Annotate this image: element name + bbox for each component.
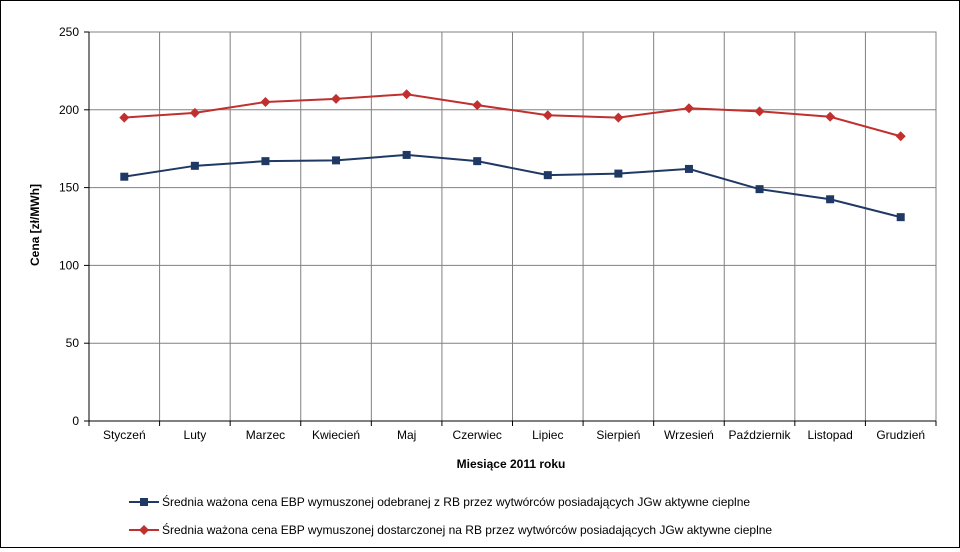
y-tick-label: 0: [72, 414, 79, 428]
data-point: [261, 157, 270, 166]
x-tick-label: Luty: [184, 428, 207, 442]
legend-diamond-marker: [139, 525, 149, 535]
data-point: [260, 97, 271, 108]
data-point: [190, 161, 199, 170]
x-tick-label: Grudzień: [876, 428, 925, 442]
x-tick-label: Czerwiec: [453, 428, 502, 442]
series-2: [119, 89, 906, 142]
x-tick-label: Styczeń: [103, 428, 146, 442]
data-point: [401, 89, 412, 100]
x-tick-label: Wrzesień: [664, 428, 714, 442]
data-point: [684, 164, 693, 173]
x-tick-label: Kwiecień: [312, 428, 360, 442]
y-tick-label: 150: [59, 181, 79, 195]
x-axis-title: Miesiące 2011 roku: [457, 457, 566, 471]
data-point: [826, 195, 835, 204]
x-tick-label: Listopad: [807, 428, 852, 442]
y-axis-title: Cena [zł/MWh]: [28, 184, 42, 266]
data-point: [543, 171, 552, 180]
data-point: [472, 100, 483, 111]
data-point: [120, 172, 129, 181]
data-point: [825, 111, 836, 122]
data-point: [895, 131, 906, 142]
y-tick-label: 100: [59, 258, 79, 272]
y-axis-ticks: 0 50 100 150 200 250: [59, 25, 89, 428]
x-tick-label: Lipiec: [532, 428, 563, 442]
legend-label: Średnia ważona cena EBP wymuszonej odebr…: [162, 494, 750, 509]
data-point: [683, 103, 694, 114]
legend: Średnia ważona cena EBP wymuszonej odebr…: [129, 494, 772, 537]
legend-square-marker: [140, 498, 148, 506]
x-axis-ticks: Styczeń Luty Marzec Kwiecień Maj Czerwiec Lipi…: [88, 421, 937, 442]
legend-item: Średnia ważona cena EBP wymuszonej odebr…: [129, 494, 750, 509]
x-tick-label: Marzec: [246, 428, 285, 442]
data-point: [754, 106, 765, 117]
grid: [88, 31, 937, 422]
data-point: [755, 185, 764, 194]
x-tick-label: Maj: [397, 428, 416, 442]
data-point: [189, 107, 200, 118]
y-tick-label: 200: [59, 103, 79, 117]
data-point: [119, 112, 130, 123]
data-point: [332, 156, 341, 165]
legend-item: Średnia ważona cena EBP wymuszonej dosta…: [129, 522, 772, 537]
data-point: [896, 213, 905, 222]
x-tick-label: Sierpień: [596, 428, 640, 442]
data-point: [473, 157, 482, 166]
series-line: [124, 153, 901, 219]
data-point: [331, 93, 342, 104]
y-tick-label: 50: [66, 336, 80, 350]
series-line: [124, 93, 901, 138]
series-group: [119, 89, 906, 222]
data-point: [402, 150, 411, 159]
data-point: [614, 169, 623, 178]
data-point: [613, 112, 624, 123]
x-tick-label: Październik: [729, 428, 792, 442]
data-point: [542, 110, 553, 121]
y-tick-label: 250: [59, 25, 79, 39]
legend-label: Średnia ważona cena EBP wymuszonej dosta…: [162, 522, 772, 537]
series-1: [120, 150, 905, 222]
